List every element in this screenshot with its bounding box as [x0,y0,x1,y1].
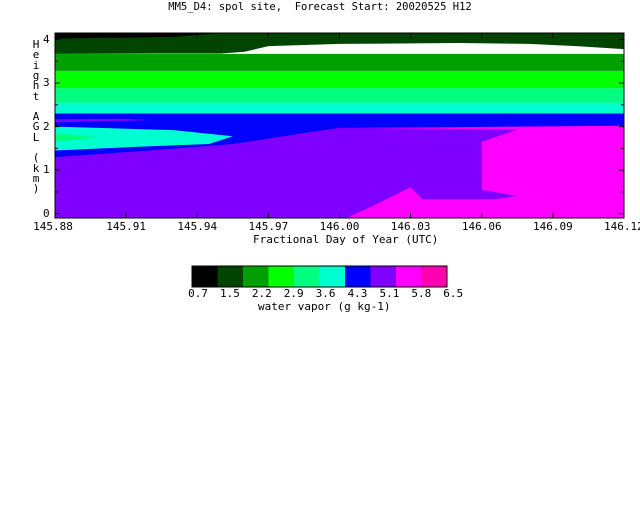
colorbar-swatch-6 [345,266,371,287]
y-tick-label: 1 [43,163,50,177]
colorbar-tick-label: 3.6 [315,287,336,300]
contour-region-8 [55,88,624,103]
contour-region-11 [55,33,624,54]
y-axis-label-char: i [32,58,40,72]
colorbar-swatch-7 [370,266,397,287]
x-axis-label: Fractional Day of Year (UTC) [253,233,439,246]
contour-region-5 [55,118,150,123]
contour-region-0 [55,124,624,218]
y-axis-label-char: t [32,89,40,103]
colorbar-swatch-4 [294,266,320,287]
colorbar-tick-label: 6.5 [443,287,464,300]
x-tick-label: 146.09 [533,220,573,233]
y-axis-label-char: G [32,120,40,134]
y-axis-label-char: H [32,38,40,51]
contour-region-7 [55,102,624,114]
contour-region-3 [55,126,233,151]
x-tick-label: 146.06 [461,220,502,233]
axes-frame [54,32,625,219]
x-tick-label: 146.12 [604,220,640,233]
colorbar-swatch-0 [192,266,218,287]
y-tick-label: 0 [43,206,50,220]
y-tick-label: 3 [43,76,50,90]
colorbar-tick-label: 1.5 [219,287,240,300]
colorbar-tick-label: 5.1 [379,287,400,300]
colorbar-swatch-8 [396,266,422,287]
contour-region-10 [55,53,624,71]
contour-region-6 [55,114,174,118]
contour-region-9 [55,70,624,89]
contour-region-12 [55,33,221,39]
colorbar-swatch-2 [243,266,269,287]
y-axis-label-char: e [32,48,40,62]
x-tick-label: 146.03 [390,220,431,233]
colorbar-swatch-3 [268,266,295,287]
x-tick-label: 146.00 [319,220,360,233]
y-axis-label-char: A [32,110,40,124]
y-axis-label-char: L [32,130,40,144]
y-axis-label-char: g [32,68,40,82]
y-tick-label: 2 [43,119,50,133]
colorbar-frame [191,265,448,288]
y-tick-label: 4 [43,32,50,46]
colorbar-tick-label: 5.8 [411,287,432,300]
contour-region-1 [334,125,624,218]
y-axis-label-char: ) [32,182,40,196]
colorbar-swatch-9 [421,266,448,287]
y-axis-label-char: ( [32,151,40,165]
colorbar-swatch-5 [319,266,346,287]
x-tick-label: 145.97 [248,220,289,233]
chart-title: MM5_D4: spol site, Forecast Start: 20020… [168,1,472,13]
y-axis-label-char: h [32,79,40,93]
contour-region-2 [55,113,624,158]
colorbar-swatch-1 [217,266,244,287]
x-tick-label: 145.88 [33,220,73,233]
colorbar-tick-label: 4.3 [347,287,368,300]
colorbar-tick-label: 0.7 [188,287,208,300]
colorbar [191,265,448,288]
x-tick-label: 145.91 [106,220,146,233]
y-axis-label-char: k [32,161,40,175]
y-axis-label-char: m [32,171,40,185]
colorbar-label: water vapor (g kg-1) [258,300,391,313]
colorbar-tick-label: 2.2 [251,287,272,300]
contour-regions [55,33,624,218]
x-tick-label: 145.94 [177,220,218,233]
contour-region-4 [55,133,103,142]
colorbar-tick-label: 2.9 [283,287,304,300]
